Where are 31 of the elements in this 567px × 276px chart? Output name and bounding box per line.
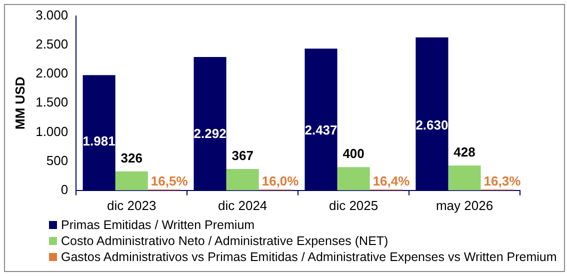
legend-label: Gastos Administrativos vs Primas Emitidas / Administrative Expenses vs Written Premium (61, 249, 557, 265)
bar (226, 169, 259, 190)
legend-label: Primas Emitidas / Written Premium (61, 217, 255, 233)
y-tick-label: 500 (46, 152, 68, 168)
data-label: 2.630 (416, 118, 448, 133)
y-tick-label: 1.000 (36, 124, 68, 139)
data-label: 2.437 (304, 122, 338, 138)
y-tick-label: 2.500 (36, 36, 68, 52)
data-label: 16,5% (150, 173, 188, 188)
x-tick-label: dic 2024 (218, 198, 268, 213)
bar (337, 167, 370, 190)
x-tick-label: dic 2023 (107, 198, 156, 213)
x-tick-label: may 2026 (436, 198, 494, 213)
data-label: 16,0% (262, 173, 300, 188)
data-label: 2.292 (194, 126, 226, 141)
y-tick-label: 1.500 (36, 94, 68, 110)
data-label: 400 (342, 146, 364, 162)
y-tick-label: 2.000 (36, 66, 68, 81)
data-label: 16,4% (372, 173, 410, 188)
data-label: 428 (454, 144, 476, 160)
bar (115, 171, 148, 190)
bar (448, 165, 481, 190)
data-label: 1.981 (82, 134, 116, 149)
data-label: 367 (232, 148, 254, 164)
legend-label: Costo Administrativo Neto / Administrative Expenses (NET) (61, 233, 388, 249)
x-tick-label: dic 2025 (328, 198, 378, 213)
data-label: 326 (120, 150, 142, 166)
y-axis-title: MM USD (12, 76, 28, 130)
y-tick-label: 3.000 (36, 7, 68, 22)
data-label: 16,3% (484, 173, 522, 188)
y-tick-label: 0 (60, 182, 68, 197)
